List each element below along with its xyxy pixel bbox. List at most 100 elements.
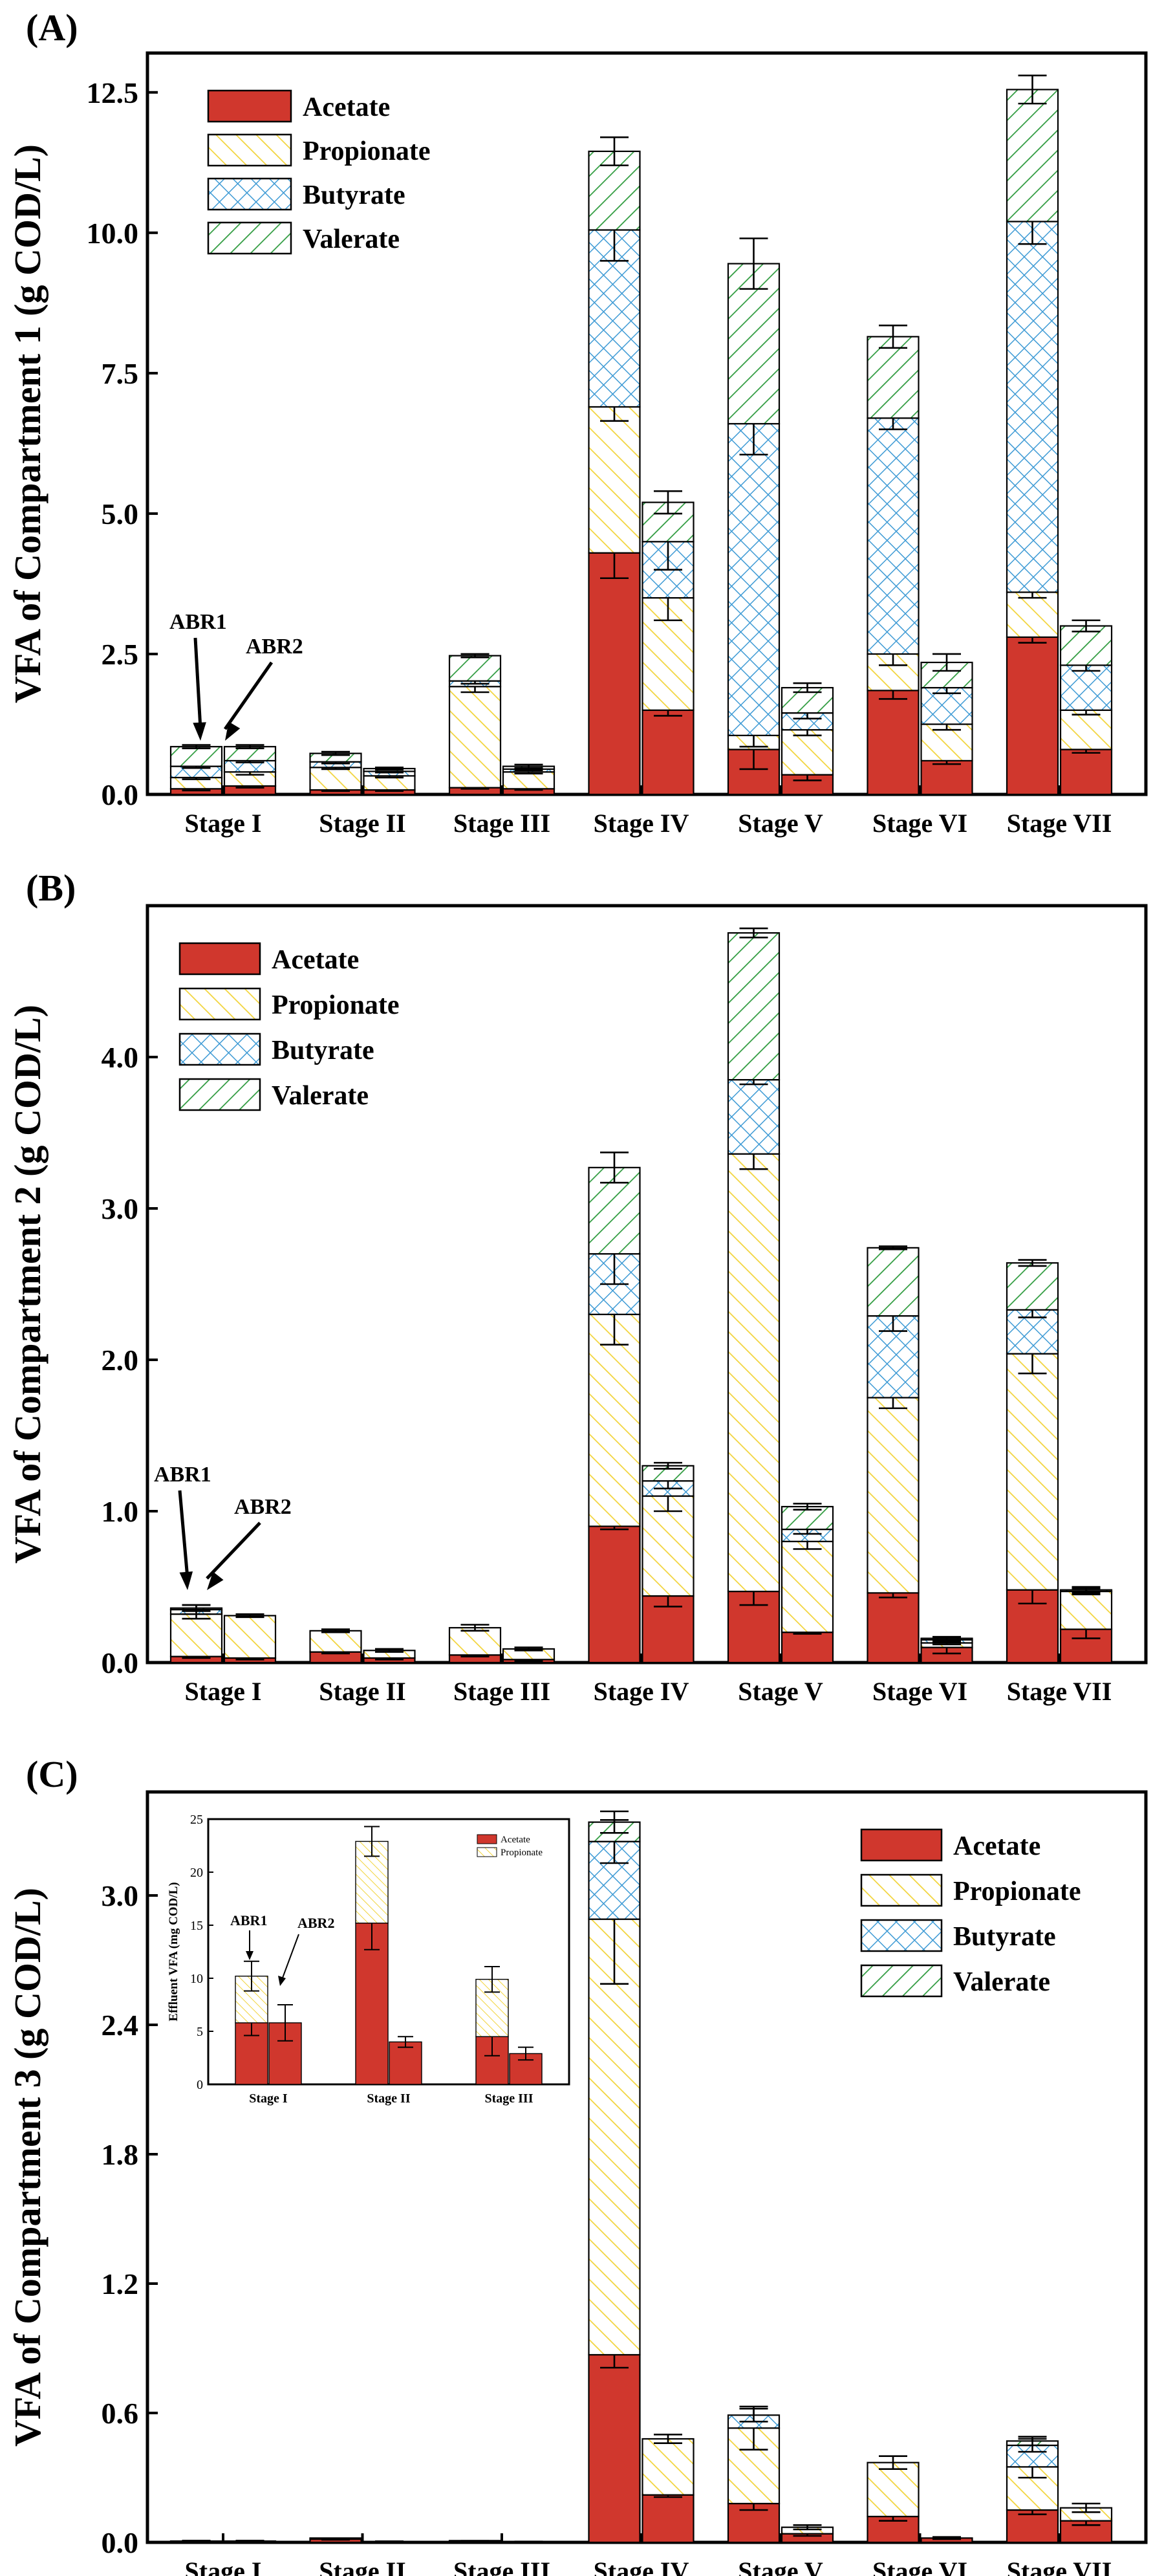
bar-stack-abr1 — [867, 2455, 920, 2544]
bar-stack-abr1 — [727, 927, 781, 1664]
inset-frame — [207, 1818, 570, 2086]
bar-segment-butyrate — [867, 417, 920, 655]
x-tick-label: Stage VII — [1007, 809, 1112, 838]
bar-segment-valerate — [448, 655, 502, 682]
bar-segment-propionate — [1006, 591, 1059, 639]
bar-segment-valerate — [169, 746, 223, 767]
bar-stack-abr2 — [781, 682, 834, 796]
y-axis-label: VFA of Compartment 1 (g COD/L) — [6, 144, 48, 703]
arrowhead — [278, 1976, 286, 1986]
y-tick-label: 1.8 — [102, 2138, 139, 2171]
x-tick-label: Stage I — [185, 1677, 262, 1706]
bar-segment-propionate — [1059, 709, 1113, 750]
legend-label: Valerate — [272, 1081, 369, 1111]
annotation-arrow — [178, 1490, 189, 1579]
bar-stack-abr1 — [169, 1604, 223, 1664]
annotation-abr2: ABR2 — [246, 635, 303, 659]
bar-segment-propionate — [1059, 1590, 1113, 1630]
bar-stack-abr2 — [641, 2434, 695, 2544]
legend-swatch-valerate — [860, 1964, 943, 1998]
inset-y-tick-label: 20 — [190, 1866, 203, 1880]
bar-segment-propionate — [309, 767, 362, 791]
y-tick-label: 0.6 — [102, 2397, 139, 2430]
legend: Acetate Propionate Butyrate Valerate — [207, 89, 431, 255]
inset-legend-label: Propionate — [501, 1848, 543, 1858]
legend-label: Acetate — [953, 1831, 1040, 1861]
bar-stack-abr1 — [448, 653, 502, 796]
bar-stack-abr1 — [309, 750, 362, 796]
legend-swatch-propionate — [178, 987, 261, 1021]
arrowhead — [207, 1571, 224, 1590]
bar-stack-abr1 — [588, 1810, 641, 2544]
inset-y-tick-label: 0 — [197, 2078, 203, 2092]
inset-x-tick-label: Stage III — [484, 2091, 533, 2106]
bar-stack-abr1 — [588, 1152, 641, 1664]
legend-swatch-valerate — [178, 1078, 261, 1111]
chart-panel-1: 0.0 1.0 2.0 3.0 4.0 VFA of Compartment 2 (g C… — [6, 867, 1148, 1706]
x-tick-label: Stage IV — [594, 1677, 689, 1706]
bar-stack-abr1 — [448, 2540, 502, 2544]
chart-panel-0: 0.0 2.5 5.0 7.5 10.0 12.5 VFA of Compartment 1… — [6, 6, 1148, 838]
chart-panel-2: 0.0 0.6 1.2 1.8 2.4 3.0 VFA of Compartment 3 (… — [6, 1753, 1148, 2576]
y-tick-label: 5.0 — [102, 497, 139, 530]
bar-segment-acetate — [588, 552, 641, 796]
panel-label: (A) — [26, 6, 78, 49]
bar-segment-acetate — [1059, 748, 1113, 796]
bar-stack-abr1 — [448, 1624, 502, 1664]
legend-label: Propionate — [303, 136, 431, 166]
x-tick-label: Stage II — [319, 809, 405, 838]
bar-stack-abr2 — [223, 744, 277, 796]
bar-stack-abr1 — [169, 744, 223, 796]
y-axis-label: VFA of Compartment 3 (g COD/L) — [6, 1888, 48, 2447]
annotation-arrow — [206, 1522, 261, 1580]
y-tick-label: 0.0 — [102, 2526, 139, 2559]
bar-stack-abr2 — [363, 767, 416, 796]
x-tick-label: Stage III — [453, 2557, 550, 2576]
y-tick-label: 3.0 — [102, 1192, 139, 1225]
legend-label: Acetate — [272, 945, 359, 975]
bar-segment-propionate — [448, 686, 502, 789]
legend-swatch-butyrate — [860, 1919, 943, 1952]
y-tick-label: 7.5 — [102, 357, 139, 390]
x-tick-label: Stage II — [319, 2557, 405, 2576]
panel-label: (B) — [26, 867, 76, 909]
bar-segment-acetate — [588, 2353, 641, 2544]
bar-segment-valerate — [1006, 1262, 1059, 1311]
inset-y-tick-label: 15 — [190, 1919, 203, 1933]
bar-segment-acetate — [867, 690, 920, 796]
arrowhead — [246, 1951, 253, 1960]
x-tick-label: Stage IV — [594, 809, 689, 838]
bar-segment-propionate — [588, 406, 641, 554]
legend-swatch-acetate — [207, 89, 292, 123]
y-axis-label: VFA of Compartment 2 (g COD/L) — [6, 1005, 48, 1564]
bar-segment-valerate — [727, 263, 781, 425]
legend: Acetate Propionate Butyrate Valerate — [860, 1828, 1081, 1998]
bar-segment-acetate — [1006, 2509, 1059, 2544]
bar-stack-abr1 — [867, 1245, 920, 1664]
bar-stack-abr1 — [1006, 1259, 1059, 1664]
bar-segment-valerate — [867, 336, 920, 419]
x-tick-label: Stage VI — [872, 809, 967, 838]
bar-segment-butyrate — [1059, 664, 1113, 711]
arrowhead — [179, 1571, 193, 1590]
y-tick-label: 12.5 — [87, 76, 139, 109]
inset-annotation-abr2: ABR2 — [297, 1915, 334, 1931]
bar-segment-propionate — [867, 2461, 920, 2518]
legend-swatch-butyrate — [178, 1032, 261, 1066]
legend-label: Valerate — [953, 1967, 1050, 1997]
bar-segment-propionate — [641, 2438, 695, 2496]
inset-x-tick-label: Stage II — [367, 2091, 410, 2106]
bar-stack-abr2 — [781, 2524, 834, 2544]
annotation-abr1: ABR1 — [154, 1463, 211, 1487]
bar-stack-abr2 — [641, 1461, 695, 1664]
annotation-abr1: ABR1 — [169, 610, 227, 634]
panel-label: (C) — [26, 1753, 78, 1795]
bar-segment-propionate — [1006, 1353, 1059, 1591]
inset-legend-swatch — [477, 1834, 497, 1844]
annotation-abr2: ABR2 — [234, 1495, 292, 1519]
bar-stack-abr2 — [1059, 619, 1113, 796]
bar-segment-propionate — [781, 1540, 834, 1633]
x-tick-label: Stage VI — [872, 2557, 967, 2576]
x-tick-label: Stage VII — [1007, 2557, 1112, 2576]
